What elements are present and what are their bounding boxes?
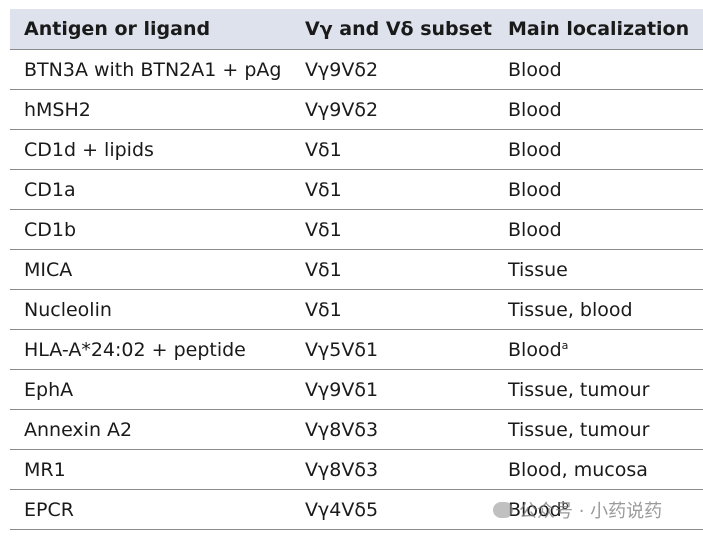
table-cell: Vγ4Vδ5 bbox=[305, 498, 379, 521]
table-cell: EPCR bbox=[24, 498, 74, 521]
table-cell: MR1 bbox=[24, 458, 66, 481]
footnote-mark: b bbox=[561, 499, 569, 512]
table-cell: Blood bbox=[508, 58, 562, 81]
table-cell: Vδ1 bbox=[305, 298, 342, 321]
table-row: EphA Vγ9Vδ1 Tissue, tumour bbox=[10, 370, 703, 410]
table-cell: Vδ1 bbox=[305, 138, 342, 161]
table-cell: CD1b bbox=[24, 218, 77, 241]
table-cell: MICA bbox=[24, 258, 73, 281]
header-row: Antigen or ligand Vγ and Vδ subset Main lo… bbox=[10, 9, 703, 50]
table-cell: Vγ9Vδ2 bbox=[305, 98, 379, 121]
table-cell: Blood bbox=[508, 218, 562, 241]
table-row: Annexin A2 Vγ8Vδ3 Tissue, tumour bbox=[10, 410, 703, 450]
watermark: 公众号 · 小药说药 bbox=[493, 497, 662, 523]
table-cell: CD1d + lipids bbox=[24, 138, 154, 161]
table-cell: Vγ9Vδ2 bbox=[305, 58, 379, 81]
header-cell: Vγ and Vδ subset bbox=[305, 18, 492, 40]
cell-text: Blood bbox=[508, 498, 562, 521]
table-row: CD1a Vδ1 Blood bbox=[10, 170, 703, 210]
table-cell: Blood, mucosa bbox=[508, 458, 648, 481]
table-cell: Vγ8Vδ3 bbox=[305, 418, 379, 441]
table-row: BTN3A with BTN2A1 + pAg Vγ9Vδ2 Blood bbox=[10, 50, 703, 90]
watermark-text: 公众号 · 小药说药 bbox=[519, 501, 663, 522]
table-row: hMSH2 Vγ9Vδ2 Blood bbox=[10, 90, 703, 130]
table-cell: Tissue, tumour bbox=[508, 418, 650, 441]
table-cell: Vδ1 bbox=[305, 258, 342, 281]
table-cell: Vγ9Vδ1 bbox=[305, 378, 379, 401]
table-row: EPCR Vγ4Vδ5 Blood b bbox=[10, 490, 703, 530]
table-row: MR1 Vγ8Vδ3 Blood, mucosa bbox=[10, 450, 703, 490]
table-cell: Vγ8Vδ3 bbox=[305, 458, 379, 481]
table-row: CD1d + lipids Vδ1 Blood bbox=[10, 130, 703, 170]
table-cell: Blood bbox=[508, 98, 562, 121]
table-cell: CD1a bbox=[24, 178, 76, 201]
table: Antigen or ligand Vγ and Vδ subset Main lo… bbox=[10, 9, 703, 530]
table-cell: Nucleolin bbox=[24, 298, 112, 321]
table-cell: Blood bbox=[508, 178, 562, 201]
table-cell: Blood a bbox=[508, 330, 568, 369]
table-row: Nucleolin Vδ1 Tissue, blood bbox=[10, 290, 703, 330]
table-cell: Tissue, tumour bbox=[508, 378, 650, 401]
table-row: CD1b Vδ1 Blood bbox=[10, 210, 703, 250]
table-cell: Annexin A2 bbox=[24, 418, 133, 441]
table-cell: Vδ1 bbox=[305, 218, 342, 241]
footnote-mark: a bbox=[561, 339, 569, 352]
table-cell: EphA bbox=[24, 378, 74, 401]
table-cell: BTN3A with BTN2A1 + pAg bbox=[24, 58, 282, 81]
watermark-icon bbox=[493, 502, 513, 518]
table-cell: Blood b bbox=[508, 490, 569, 529]
table-cell: Blood bbox=[508, 138, 562, 161]
table-cell: HLA-A*24:02 + peptide bbox=[24, 338, 246, 361]
table-cell: Tissue bbox=[508, 258, 568, 281]
table-row: MICA Vδ1 Tissue bbox=[10, 250, 703, 290]
header-cell: Antigen or ligand bbox=[24, 18, 211, 40]
cell-text: Blood bbox=[508, 338, 562, 361]
table-cell: hMSH2 bbox=[24, 98, 91, 121]
table-cell: Tissue, blood bbox=[508, 298, 633, 321]
header-cell: Main localization bbox=[508, 18, 690, 40]
table-cell: Vγ5Vδ1 bbox=[305, 338, 379, 361]
table-row: HLA-A*24:02 + peptide Vγ5Vδ1 Blood a bbox=[10, 330, 703, 370]
table-cell: Vδ1 bbox=[305, 178, 342, 201]
